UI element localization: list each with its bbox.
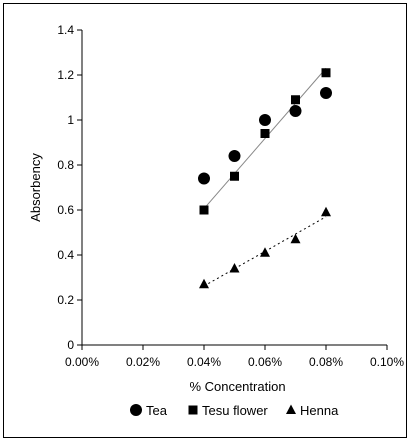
y-axis-ticks: 0 0.2 0.4 0.6 0.8 1 1.2 1.4 xyxy=(57,23,82,352)
legend-marker-henna xyxy=(286,404,296,414)
data-markers xyxy=(198,68,332,289)
trendline-tesu-flower xyxy=(203,67,327,209)
x-tick-label: 0.06% xyxy=(248,355,282,369)
legend-marker-tesu-flower xyxy=(188,405,198,415)
point-tesu-flower xyxy=(291,95,300,105)
point-tea xyxy=(289,105,302,117)
point-tea xyxy=(259,114,271,126)
point-tesu-flower xyxy=(199,205,209,215)
y-tick-label: 0 xyxy=(67,338,74,352)
x-tick-label: 0.00% xyxy=(65,355,99,369)
legend-marker-tea xyxy=(130,404,142,416)
point-henna xyxy=(290,233,301,244)
point-henna xyxy=(229,263,240,273)
point-tesu-flower xyxy=(260,129,270,138)
point-tea xyxy=(228,150,241,162)
x-axis-title: % Concentration xyxy=(189,379,285,394)
y-tick-label: 0.2 xyxy=(57,293,74,307)
x-tick-label: 0.08% xyxy=(309,355,343,369)
scatter-chart: 0 0.2 0.4 0.6 0.8 1 1.2 1.4 0.00% 0.02% 0.04% 0.06… xyxy=(28,23,404,418)
point-tea xyxy=(198,172,210,185)
plot-area xyxy=(81,30,387,346)
y-tick-label: 0.6 xyxy=(57,203,74,217)
chart-frame: 0 0.2 0.4 0.6 0.8 1 1.2 1.4 0.00% 0.02% 0.04% 0.06… xyxy=(3,3,407,438)
legend-label-tea: Tea xyxy=(146,403,168,418)
point-henna xyxy=(260,247,270,257)
y-axis-title: Absorbency xyxy=(28,153,43,222)
y-tick-label: 0.4 xyxy=(57,248,74,262)
point-tesu-flower xyxy=(230,171,239,181)
legend: Tea Tesu flower Henna xyxy=(130,403,339,418)
point-tea xyxy=(320,87,332,99)
x-tick-label: 0.10% xyxy=(370,355,404,369)
y-tick-label: 1.4 xyxy=(57,23,74,37)
y-tick-label: 1 xyxy=(67,113,74,127)
legend-label-henna: Henna xyxy=(300,403,339,418)
legend-label-tesu-flower: Tesu flower xyxy=(202,403,268,418)
point-tesu-flower xyxy=(321,68,331,78)
y-tick-label: 1.2 xyxy=(57,68,74,82)
x-tick-label: 0.04% xyxy=(187,355,221,369)
point-henna xyxy=(199,278,209,289)
point-henna xyxy=(321,206,331,217)
x-tick-label: 0.02% xyxy=(126,355,160,369)
y-tick-label: 0.8 xyxy=(57,158,74,172)
x-axis-ticks: 0.00% 0.02% 0.04% 0.06% 0.08% 0.10% xyxy=(65,345,404,369)
